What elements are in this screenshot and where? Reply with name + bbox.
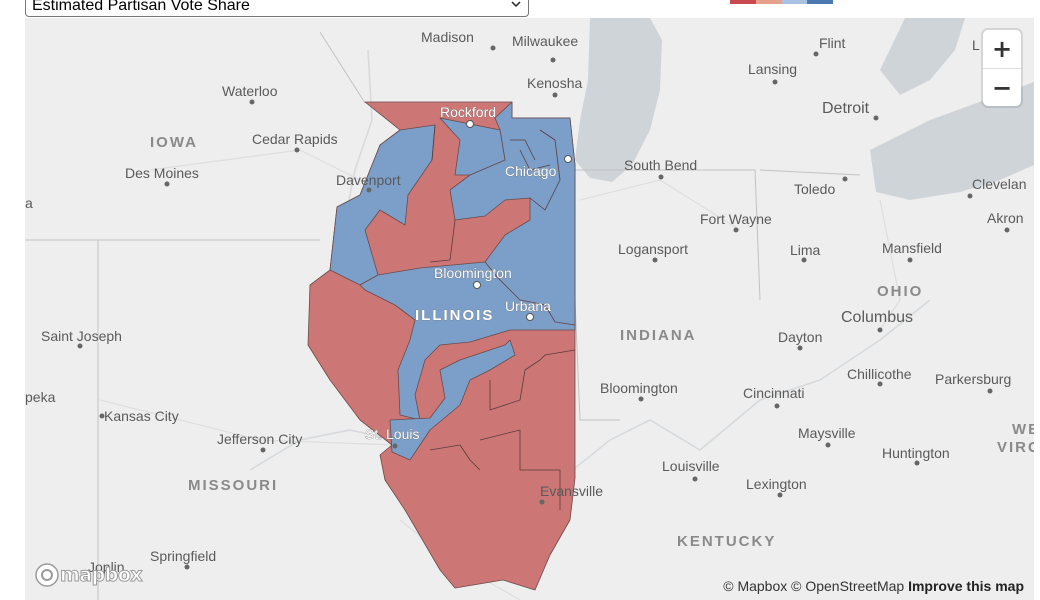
city-label-davenport: Davenport xyxy=(336,172,401,188)
city-label-dayton: Dayton xyxy=(778,329,822,345)
attribution-improve[interactable]: Improve this map xyxy=(908,578,1024,594)
city-label-springfield: Springfield xyxy=(150,548,216,564)
city-label-logansport: Logansport xyxy=(618,241,688,257)
city-label-waterloo: Waterloo xyxy=(222,83,278,99)
city-label-lexington: Lexington xyxy=(746,476,807,492)
city-label-joplin: Joplin xyxy=(88,559,125,575)
city-label-fort-wayne: Fort Wayne xyxy=(700,211,772,227)
legend-swatch-strong-r xyxy=(730,0,756,4)
city-label-cedar-rapids: Cedar Rapids xyxy=(252,131,338,147)
city-label-cleveland: Clevelan xyxy=(972,176,1026,192)
city-label-bloomington-il: Bloomington xyxy=(434,265,512,281)
state-label-missouri: MISSOURI xyxy=(188,477,278,494)
district-boundaries xyxy=(429,124,576,510)
zoom-control: + − xyxy=(983,30,1021,106)
mapbox-logo-icon xyxy=(35,563,59,587)
attribution-mapbox[interactable]: © Mapbox xyxy=(723,578,788,594)
legend-swatches xyxy=(730,0,833,4)
city-label-madison: Madison xyxy=(421,29,474,45)
city-label-parkersburg: Parkersburg xyxy=(935,371,1011,387)
city-label-kansas-city: Kansas City xyxy=(104,408,179,424)
city-label-topeka: peka xyxy=(25,389,56,405)
state-label-iowa: IOWA xyxy=(150,134,198,151)
lake-erie xyxy=(870,82,1034,200)
state-label-indiana: INDIANA xyxy=(620,327,697,344)
layer-select[interactable]: Estimated Partisan Vote Share xyxy=(25,0,529,17)
zoom-in-button[interactable]: + xyxy=(983,30,1021,68)
city-label-chillicothe: Chillicothe xyxy=(847,366,912,382)
map-canvas[interactable]: IOWA MISSOURI ILLINOIS INDIANA OHIO KENT… xyxy=(25,18,1034,600)
city-label-des-moines: Des Moines xyxy=(125,165,199,181)
layer-select-value: Estimated Partisan Vote Share xyxy=(32,0,250,14)
city-label-lansing: Lansing xyxy=(748,61,797,77)
district-north-central xyxy=(439,117,506,176)
illinois-districts xyxy=(307,101,576,591)
state-borders xyxy=(25,31,861,600)
city-labels: Madison Milwaukee Flint L Lansing Kenosh… xyxy=(25,29,1026,575)
state-label-west-virginia-2: VIRG xyxy=(997,439,1034,456)
great-lakes xyxy=(575,18,1034,200)
city-label-kenosha: Kenosha xyxy=(527,75,582,91)
mapbox-logo-text: mapbox xyxy=(59,564,143,587)
legend-swatch-strong-d xyxy=(807,0,833,4)
city-dots xyxy=(77,45,1010,570)
state-label-illinois: ILLINOIS xyxy=(415,307,494,324)
legend-swatch-lean-d xyxy=(781,0,808,4)
state-labels: IOWA MISSOURI ILLINOIS INDIANA OHIO KENT… xyxy=(150,134,1034,550)
city-label-edge-a: a xyxy=(25,195,33,211)
highways xyxy=(99,149,901,600)
map-attribution: © Mapbox © OpenStreetMap Improve this ma… xyxy=(723,578,1024,594)
city-label-cincinnati: Cincinnati xyxy=(743,385,804,401)
zoom-out-button[interactable]: − xyxy=(983,68,1021,106)
state-label-west-virginia-1: WE xyxy=(1012,421,1034,438)
chevron-down-icon xyxy=(511,1,521,8)
district-metro-east xyxy=(389,339,516,461)
legend-swatch-lean-r xyxy=(755,0,782,4)
city-label-detroit: Detroit xyxy=(822,100,870,117)
state-label-kentucky: KENTUCKY xyxy=(677,533,776,550)
city-label-huntington: Huntington xyxy=(882,445,950,461)
city-label-maysville: Maysville xyxy=(798,425,856,441)
city-label-akron: Akron xyxy=(987,210,1024,226)
city-label-milwaukee: Milwaukee xyxy=(512,33,578,49)
mapbox-logo[interactable]: mapbox xyxy=(34,562,143,588)
attribution-osm[interactable]: © OpenStreetMap xyxy=(791,578,905,594)
city-label-toledo: Toledo xyxy=(794,181,835,197)
city-label-urbana: Urbana xyxy=(505,298,551,314)
district-central-corridor xyxy=(359,261,576,421)
lake-michigan xyxy=(575,18,662,182)
lake-huron xyxy=(880,18,965,95)
city-label-south-bend: South Bend xyxy=(624,157,697,173)
city-label-rockford: Rockford xyxy=(440,104,496,120)
district-nw xyxy=(329,124,436,286)
city-label-st-louis: St. Louis xyxy=(365,426,419,442)
city-label-chicago: Chicago xyxy=(505,163,557,179)
state-label-ohio: OHIO xyxy=(877,283,923,300)
city-label-evansville: Evansville xyxy=(540,483,603,499)
city-label-lima: Lima xyxy=(790,242,821,258)
city-label-saint-joseph: Saint Joseph xyxy=(41,328,122,344)
city-label-flint: Flint xyxy=(819,35,846,51)
city-label-bloomington-in: Bloomington xyxy=(600,380,678,396)
city-label-mansfield: Mansfield xyxy=(882,240,942,256)
city-label-louisville: Louisville xyxy=(662,458,720,474)
city-label-jefferson-city: Jefferson City xyxy=(217,431,302,447)
city-label-columbus: Columbus xyxy=(841,309,913,326)
city-label-edge-l: L xyxy=(972,37,980,53)
